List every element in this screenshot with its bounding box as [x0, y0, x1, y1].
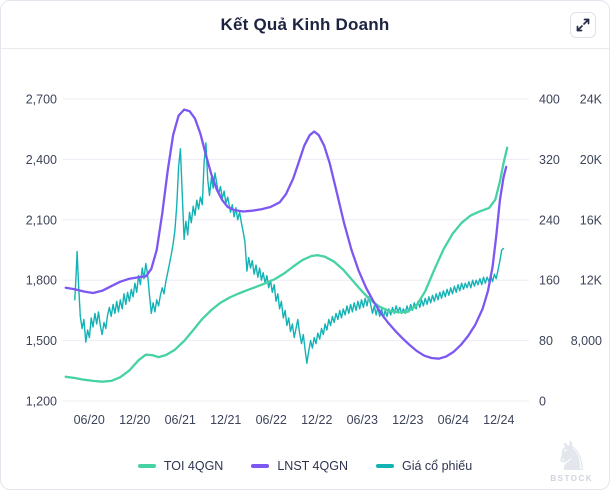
y-right-outer-tick-label: 8,000: [571, 334, 602, 348]
card-header: Kết Quả Kinh Doanh: [1, 1, 609, 49]
x-tick-label: 12/24: [483, 413, 514, 427]
x-tick-label: 12/20: [119, 413, 150, 427]
y-right-outer-tick-label: 24K: [580, 93, 603, 107]
y-right-outer-tick-label: 12K: [580, 274, 603, 288]
y-right-inner-tick-label: 240: [539, 213, 560, 227]
series-line-lnst[interactable]: [64, 108, 508, 360]
chart-legend: TOI 4QGN LNST 4QGN Giá cổ phiếu: [1, 451, 609, 481]
chart-area: 1,200 1,500 1,800 2,100 2,400 2,700 0 80 160 240 3…: [1, 49, 609, 451]
y-left-tick-label: 2,100: [26, 213, 57, 227]
x-tick-label: 06/21: [165, 413, 196, 427]
y-right-outer-tick-label: 20K: [580, 153, 603, 167]
x-tick-label: 12/23: [392, 413, 423, 427]
y-left-tick-label: 1,200: [26, 395, 57, 409]
y-left-tick-label: 2,700: [26, 93, 57, 107]
legend-item-toi-4qgn[interactable]: TOI 4QGN: [137, 459, 224, 473]
x-tick-label: 06/22: [256, 413, 287, 427]
x-tick-label: 06/23: [347, 413, 378, 427]
y-right-inner-tick-label: 400: [539, 93, 560, 107]
y-right-outer-tick-label: 16K: [580, 213, 603, 227]
legend-item-lnst-4qgn[interactable]: LNST 4QGN: [251, 459, 348, 473]
y-right-inner-tick-label: 320: [539, 153, 560, 167]
expand-button[interactable]: [570, 12, 596, 38]
x-tick-label: 06/20: [74, 413, 105, 427]
x-tick-label: 12/21: [210, 413, 241, 427]
y-left-tick-label: 1,800: [26, 274, 57, 288]
legend-item-gia-co-phieu[interactable]: Giá cổ phiếu: [375, 459, 473, 473]
x-tick-label: 06/24: [438, 413, 469, 427]
y-right-inner-tick-label: 80: [539, 334, 553, 348]
toi-line-marker-icon: [137, 464, 156, 468]
legend-label-toi: TOI 4QGN: [163, 459, 224, 473]
expand-arrows-icon: [576, 18, 590, 32]
series-line-toi[interactable]: [64, 146, 509, 383]
y-right-inner-tick-label: 160: [539, 274, 560, 288]
price-line-marker-icon: [375, 464, 394, 468]
results-line-chart[interactable]: 1,200 1,500 1,800 2,100 2,400 2,700 0 80 160 240 3…: [1, 49, 610, 451]
lnst-line-marker-icon: [251, 464, 270, 468]
x-tick-label: 12/22: [301, 413, 332, 427]
legend-label-lnst: LNST 4QGN: [277, 459, 348, 473]
legend-label-price: Giá cổ phiếu: [401, 459, 473, 473]
y-right-inner-tick-label: 0: [539, 395, 546, 409]
y-left-tick-label: 1,500: [26, 334, 57, 348]
series-line-price[interactable]: [74, 142, 505, 364]
y-left-tick-label: 2,400: [26, 153, 57, 167]
page-title: Kết Quả Kinh Doanh: [220, 14, 390, 34]
